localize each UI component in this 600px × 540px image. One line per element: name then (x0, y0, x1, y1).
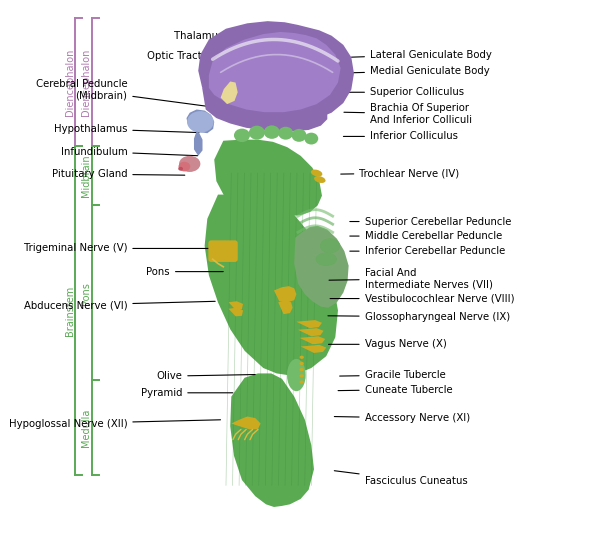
Text: Hypoglossal Nerve (XII): Hypoglossal Nerve (XII) (8, 418, 221, 429)
Ellipse shape (299, 374, 304, 377)
Polygon shape (202, 87, 328, 131)
Ellipse shape (299, 356, 304, 359)
Ellipse shape (320, 238, 340, 253)
Text: Trochlear Nerve (IV): Trochlear Nerve (IV) (341, 168, 460, 178)
Ellipse shape (304, 133, 318, 145)
Polygon shape (298, 328, 323, 336)
Polygon shape (214, 140, 322, 216)
Polygon shape (205, 194, 338, 375)
Text: Inferior Colliculus: Inferior Colliculus (343, 131, 458, 141)
Ellipse shape (287, 359, 306, 391)
Text: Pyramid: Pyramid (141, 388, 233, 398)
Text: Hypothalamus: Hypothalamus (54, 124, 199, 134)
Text: Cerebral Peduncle
(Midbrain): Cerebral Peduncle (Midbrain) (35, 79, 229, 109)
Polygon shape (274, 286, 296, 302)
Ellipse shape (299, 362, 304, 365)
Ellipse shape (314, 176, 326, 183)
Text: Vestibulocochlear Nerve (VIII): Vestibulocochlear Nerve (VIII) (330, 294, 514, 303)
Ellipse shape (179, 156, 200, 172)
Text: Medulla: Medulla (81, 409, 91, 447)
Text: Middle Cerebellar Peduncle: Middle Cerebellar Peduncle (350, 231, 502, 241)
Polygon shape (187, 110, 214, 133)
Ellipse shape (311, 170, 322, 177)
Text: Fasciculus Cuneatus: Fasciculus Cuneatus (334, 471, 467, 486)
Polygon shape (232, 416, 260, 429)
Text: Brainstem: Brainstem (65, 285, 75, 335)
Text: Diencephalon: Diencephalon (81, 49, 91, 116)
Text: Lateral Geniculate Body: Lateral Geniculate Body (352, 50, 492, 59)
FancyBboxPatch shape (208, 240, 238, 262)
Ellipse shape (178, 167, 183, 171)
Text: Olive: Olive (157, 371, 255, 381)
Polygon shape (194, 131, 203, 156)
Ellipse shape (264, 125, 280, 139)
Text: Accessory Nerve (XI): Accessory Nerve (XI) (334, 413, 470, 423)
Polygon shape (229, 301, 243, 310)
Text: Facial And
Intermediate Nerves (VII): Facial And Intermediate Nerves (VII) (329, 268, 493, 289)
Text: Optic Tract: Optic Tract (147, 51, 253, 69)
Text: Pons: Pons (146, 267, 223, 276)
Ellipse shape (299, 368, 304, 372)
Text: Vagus Nerve (X): Vagus Nerve (X) (328, 339, 446, 349)
Text: Infundibulum: Infundibulum (61, 146, 197, 157)
Text: Superior Cerebellar Peduncle: Superior Cerebellar Peduncle (350, 217, 511, 226)
Polygon shape (209, 32, 341, 112)
Polygon shape (296, 320, 322, 328)
Ellipse shape (179, 162, 190, 171)
Text: Inferior Cerebellar Peduncle: Inferior Cerebellar Peduncle (350, 246, 505, 256)
Ellipse shape (316, 253, 337, 266)
Ellipse shape (187, 111, 214, 133)
Text: Cuneate Tubercle: Cuneate Tubercle (338, 384, 452, 395)
Text: Glossopharyngeal Nerve (IX): Glossopharyngeal Nerve (IX) (328, 312, 510, 322)
Polygon shape (221, 82, 238, 104)
Text: Medial Geniculate Body: Medial Geniculate Body (350, 66, 490, 76)
Text: Superior Colliculus: Superior Colliculus (346, 87, 464, 97)
Text: Brachia Of Superior
And Inferior Colliculi: Brachia Of Superior And Inferior Collicu… (344, 103, 472, 125)
Ellipse shape (234, 129, 250, 142)
Ellipse shape (278, 127, 293, 140)
Text: Thalamus: Thalamus (174, 31, 269, 51)
Text: Trigeminal Nerve (V): Trigeminal Nerve (V) (23, 244, 215, 253)
Ellipse shape (292, 129, 307, 142)
Polygon shape (299, 336, 325, 345)
Polygon shape (278, 300, 293, 314)
Text: Gracile Tubercle: Gracile Tubercle (340, 370, 445, 380)
Text: Diencephalon: Diencephalon (65, 49, 75, 116)
Polygon shape (229, 308, 243, 316)
Text: Pituitary Gland: Pituitary Gland (52, 169, 185, 179)
Polygon shape (301, 345, 326, 353)
Text: Abducens Nerve (VI): Abducens Nerve (VI) (23, 300, 215, 310)
Ellipse shape (305, 227, 331, 245)
Ellipse shape (249, 126, 265, 140)
Text: Pons: Pons (81, 282, 91, 305)
Polygon shape (230, 374, 314, 507)
Polygon shape (198, 21, 354, 122)
Polygon shape (294, 226, 349, 308)
Text: Midbrain: Midbrain (81, 154, 91, 197)
Ellipse shape (299, 380, 304, 383)
